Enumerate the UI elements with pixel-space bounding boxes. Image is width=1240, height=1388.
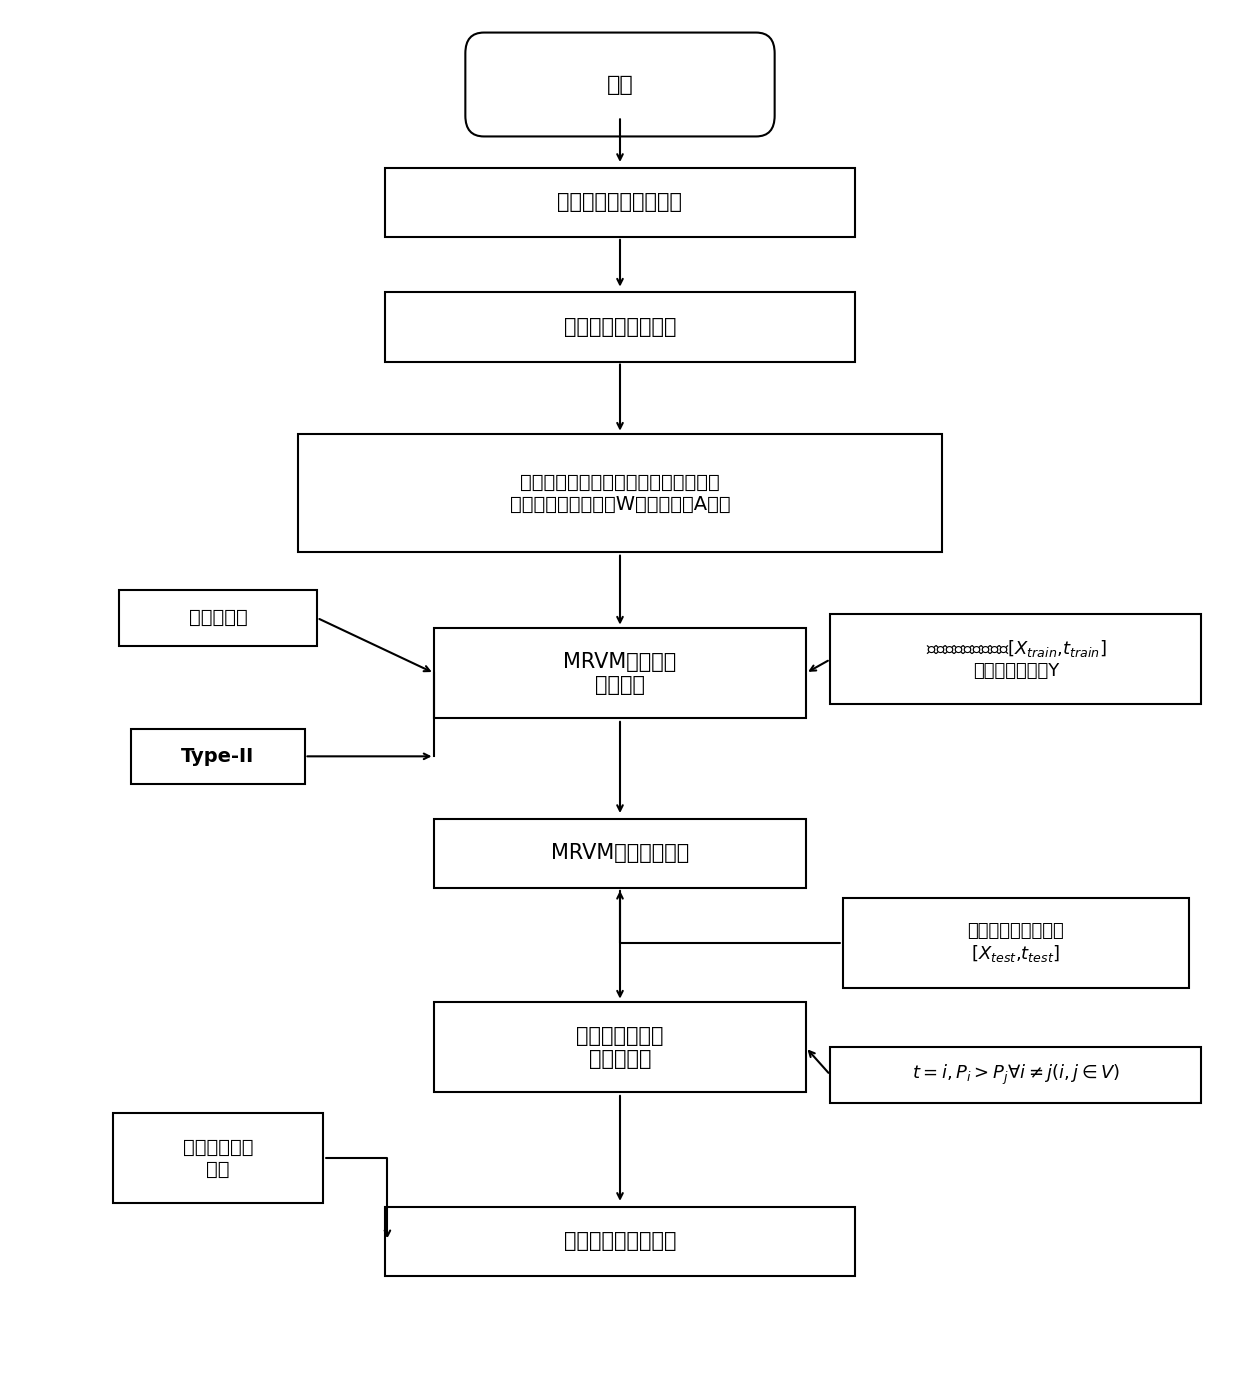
Bar [434, 1002, 806, 1092]
Text: MRVM故障诊断
模型构造: MRVM故障诊断 模型构造 [563, 651, 677, 695]
Text: 选取样本数据、确定输入向量并进行参
数初始化（权重矩阵W、尺度矩阵A等）: 选取样本数据、确定输入向量并进行参 数初始化（权重矩阵W、尺度矩阵A等） [510, 473, 730, 514]
Text: 故障诊断准确率输出: 故障诊断准确率输出 [564, 1231, 676, 1251]
Text: Type-II: Type-II [181, 747, 254, 766]
Bar [384, 1206, 856, 1276]
Bar [831, 615, 1202, 704]
Text: 小波包能量特征提取: 小波包能量特征提取 [564, 316, 676, 337]
Bar [831, 1047, 1202, 1102]
Text: 采集数据并进行预处理: 采集数据并进行预处理 [558, 193, 682, 212]
Bar [113, 1113, 324, 1203]
Bar [434, 819, 806, 888]
Bar [299, 434, 941, 552]
Bar [384, 168, 856, 237]
Text: 开始: 开始 [606, 75, 634, 94]
Text: 输入滚动轴承测试集
[$X_{test}$,$t_{test}$]: 输入滚动轴承测试集 [$X_{test}$,$t_{test}$] [967, 922, 1064, 965]
Bar [843, 898, 1189, 988]
Bar [131, 729, 305, 784]
Text: 输入滚动轴承训练集[$X_{train}$,$t_{train}$]
及辅助变量矩阵Y: 输入滚动轴承训练集[$X_{train}$,$t_{train}$] 及辅助变量… [925, 638, 1106, 680]
Text: 核参数优化: 核参数优化 [188, 608, 247, 627]
Text: 滚动轴承实际
状态: 滚动轴承实际 状态 [182, 1138, 253, 1178]
Text: 滚动轴承各状态
概率值输出: 滚动轴承各状态 概率值输出 [577, 1026, 663, 1069]
Bar [434, 629, 806, 718]
Bar [384, 293, 856, 361]
Text: $t=i,P_i>P_j\forall i\neq j(i,j\in V)$: $t=i,P_i>P_j\forall i\neq j(i,j\in V)$ [911, 1063, 1120, 1087]
FancyBboxPatch shape [465, 32, 775, 136]
Bar [119, 590, 317, 645]
Text: MRVM诊断模型输出: MRVM诊断模型输出 [551, 844, 689, 863]
